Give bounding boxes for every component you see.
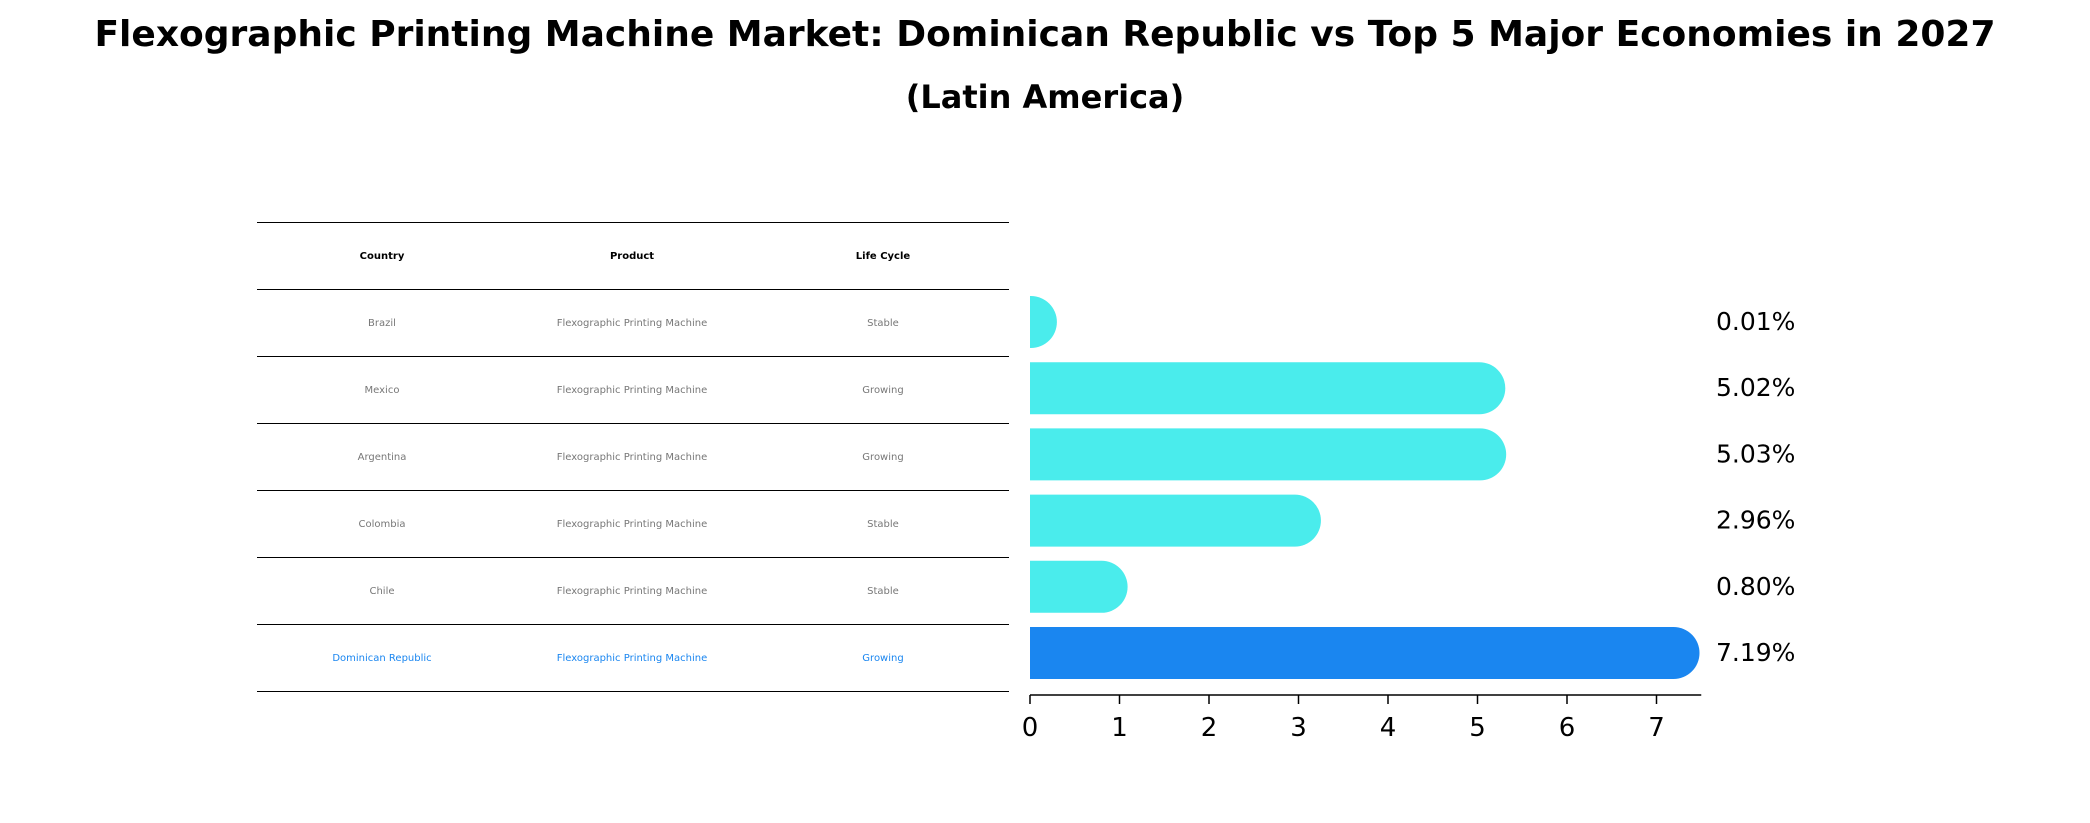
data-label: 5.02% — [1716, 373, 1795, 402]
data-label: 7.19% — [1716, 638, 1795, 667]
table-row-highlighted: Dominican Republic Flexographic Printing… — [257, 624, 1009, 692]
x-tick-label: 0 — [1022, 713, 1039, 743]
table-row: Colombia Flexographic Printing Machine S… — [257, 490, 1009, 557]
x-tick-label: 6 — [1559, 713, 1576, 743]
data-label: 2.96% — [1716, 506, 1795, 535]
table-cell-country: Chile — [369, 585, 395, 597]
table-cell-life-cycle: Stable — [867, 585, 899, 597]
bar — [1030, 560, 1128, 613]
table-header-product: Product — [609, 250, 655, 262]
table-header-country: Country — [359, 250, 405, 262]
data-label: 0.80% — [1716, 572, 1795, 601]
table-cell-product: Flexographic Printing Machine — [556, 384, 708, 396]
x-tick-label: 5 — [1469, 713, 1486, 743]
table-header-row: Country Product Life Cycle — [257, 222, 1009, 289]
table-row: Argentina Flexographic Printing Machine … — [257, 423, 1009, 490]
x-tick-label: 3 — [1290, 713, 1307, 743]
table-cell-product: Flexographic Printing Machine — [556, 317, 708, 329]
x-tick-label: 7 — [1648, 713, 1665, 743]
table-cell-country: Dominican Republic — [332, 652, 432, 664]
table-cell-life-cycle: Growing — [862, 384, 904, 396]
table-cell-product: Flexographic Printing Machine — [556, 585, 708, 597]
table-cell-product: Flexographic Printing Machine — [556, 451, 708, 463]
table-cell-country: Colombia — [358, 518, 406, 530]
bar — [1030, 428, 1507, 481]
x-tick-label: 1 — [1111, 713, 1128, 743]
x-tick-label: 2 — [1201, 713, 1218, 743]
data-label: 5.03% — [1716, 439, 1795, 468]
table-cell-life-cycle: Stable — [867, 317, 899, 329]
table-cell-product: Flexographic Printing Machine — [556, 652, 708, 664]
bar — [1030, 627, 1700, 679]
table-cell-life-cycle: Stable — [867, 518, 899, 530]
table-row: Brazil Flexographic Printing Machine Sta… — [257, 289, 1009, 356]
table-row: Chile Flexographic Printing Machine Stab… — [257, 557, 1009, 624]
table-row: Mexico Flexographic Printing Machine Gro… — [257, 356, 1009, 423]
chart-subtitle: (Latin America) — [905, 78, 1185, 116]
table-header-life-cycle: Life Cycle — [855, 250, 911, 262]
table-cell-life-cycle: Growing — [862, 451, 904, 463]
table-cell-country: Mexico — [364, 384, 400, 396]
bar — [1030, 362, 1506, 415]
bar — [1030, 296, 1057, 348]
table-cell-country: Brazil — [368, 317, 396, 329]
data-label: 0.01% — [1716, 307, 1795, 336]
x-tick-label: 4 — [1380, 713, 1397, 743]
chart-title: Flexographic Printing Machine Market: Do… — [94, 14, 1996, 55]
data-table: Country Product Life Cycle Brazil Flexog… — [257, 222, 1009, 692]
bar — [1030, 494, 1321, 547]
table-cell-country: Argentina — [357, 451, 407, 463]
table-cell-product: Flexographic Printing Machine — [556, 518, 708, 530]
table-cell-life-cycle: Growing — [862, 652, 904, 664]
